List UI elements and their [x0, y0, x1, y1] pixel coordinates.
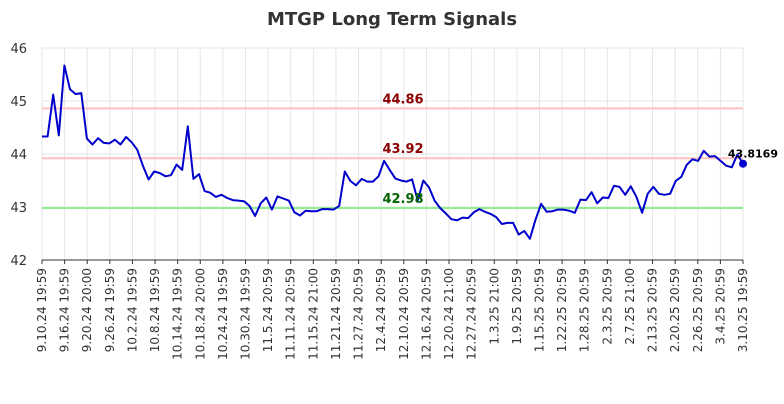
x-tick-label: 12.10.24 20:59	[397, 268, 411, 360]
x-tick-label: 10.24.24 19:59	[216, 268, 230, 360]
level-label: 44.86	[382, 92, 423, 107]
x-tick-label: 10.18.24 20:00	[193, 268, 207, 360]
x-tick-label: 2.13.25 20:59	[646, 268, 660, 352]
x-tick-label: 11.5.24 20:59	[261, 268, 275, 352]
y-tick-label: 43	[10, 201, 27, 216]
level-label: 43.92	[382, 142, 423, 157]
x-tick-label: 10.2.24 19:59	[125, 268, 139, 352]
x-tick-label: 12.27.24 20:59	[465, 268, 479, 360]
y-tick-label: 44	[10, 148, 27, 163]
x-tick-label: 3.4.25 20:59	[713, 268, 727, 345]
x-tick-label: 11.27.24 20:59	[352, 268, 366, 360]
series-layer	[42, 64, 747, 240]
x-tick-label: 11.21.24 20:59	[329, 268, 343, 360]
x-tick-label: 10.30.24 19:59	[239, 268, 253, 360]
x-tick-label: 1.15.25 20:59	[532, 268, 546, 352]
grid	[41, 47, 744, 260]
x-tick-label: 11.15.24 21:00	[306, 268, 320, 360]
x-tick-label: 11.11.24 20:59	[284, 268, 298, 360]
chart-title: MTGP Long Term Signals	[267, 9, 517, 30]
x-tick-label: 12.20.24 21:00	[442, 268, 456, 360]
x-tick-label: 9.26.24 19:59	[103, 268, 117, 352]
x-tick-label: 12.16.24 20:59	[419, 268, 433, 360]
level-label: 42.98	[382, 192, 423, 207]
x-tick-label: 2.20.25 20:59	[668, 268, 682, 352]
x-tick-label: 1.28.25 20:59	[578, 268, 592, 352]
x-tick-label: 1.9.25 20:59	[510, 268, 524, 345]
last-point-marker	[739, 159, 747, 168]
x-tick-label: 12.4.24 20:59	[374, 268, 388, 352]
x-tick-label: 1.3.25 21:00	[487, 268, 501, 345]
x-tick-label: 10.8.24 19:59	[148, 268, 162, 352]
y-tick-label: 42	[10, 254, 27, 269]
x-tick-label: 9.20.24 20:00	[80, 268, 94, 352]
labels: 44.86 43.92 42.98 43.8169	[382, 92, 778, 207]
x-tick-label: 3.10.25 19:59	[736, 268, 750, 352]
x-tick-label: 1.22.25 20:59	[555, 268, 569, 352]
signal-levels	[42, 107, 743, 210]
price-line	[42, 64, 744, 240]
y-tick-label: 46	[10, 42, 27, 57]
y-tick-label: 45	[10, 95, 27, 110]
x-tick-label: 2.7.25 21:00	[623, 268, 637, 345]
x-tick-label: 10.14.24 19:59	[171, 268, 185, 360]
last-value-label: 43.8169	[728, 148, 778, 161]
x-tick-label: 9.16.24 19:59	[58, 268, 72, 352]
axes: 42 43 44 45 46 9.10.24 19:59 9.16.24 19:59 9.20…	[10, 42, 750, 360]
x-tick-label: 2.26.25 20:59	[691, 268, 705, 352]
x-tick-label: 2.3.25 20:59	[600, 268, 614, 345]
x-tick-label: 9.10.24 19:59	[35, 268, 49, 352]
